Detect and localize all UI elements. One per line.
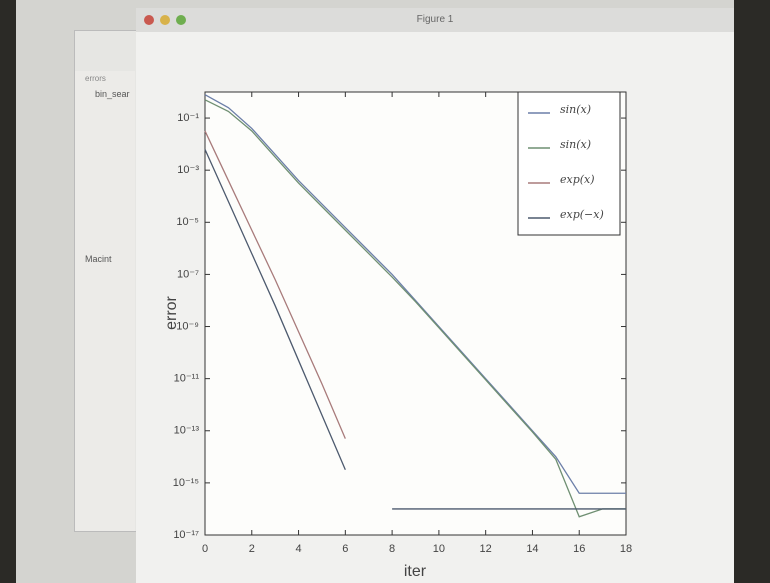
x-axis-label: iter [404, 563, 427, 580]
y-tick-label: 10⁻¹³ [174, 425, 200, 437]
x-tick-label: 8 [389, 543, 395, 555]
x-tick-label: 6 [342, 543, 348, 555]
y-tick-label: 10⁻¹¹ [174, 373, 200, 385]
x-tick-label: 12 [480, 543, 492, 555]
legend-label: sin(x) [560, 103, 591, 116]
x-tick-label: 0 [202, 543, 208, 555]
y-tick-label: 10⁻¹ [177, 112, 199, 124]
legend-label: exp(−x) [560, 208, 604, 221]
x-tick-label: 4 [295, 543, 301, 555]
y-tick-label: 10⁻⁵ [176, 216, 199, 228]
y-tick-label: 10⁻⁹ [176, 320, 199, 332]
y-tick-label: 10⁻⁷ [177, 268, 199, 280]
y-tick-label: 10⁻¹⁷ [173, 529, 199, 541]
y-tick-label: 10⁻³ [177, 164, 199, 176]
x-tick-label: 2 [249, 543, 255, 555]
screen-photo: errors bin_searerrorsfactorifactorifacto… [0, 0, 770, 583]
x-tick-label: 16 [573, 543, 585, 555]
legend-label: exp(x) [560, 173, 595, 186]
legend-label: sin(x) [560, 138, 591, 151]
x-tick-label: 18 [620, 543, 632, 555]
chart: iter error 10⁻¹10⁻³10⁻⁵10⁻⁷10⁻⁹10⁻¹¹10⁻¹… [0, 0, 770, 583]
x-tick-label: 14 [526, 543, 538, 555]
y-tick-label: 10⁻¹⁵ [173, 477, 199, 489]
x-tick-label: 10 [433, 543, 445, 555]
